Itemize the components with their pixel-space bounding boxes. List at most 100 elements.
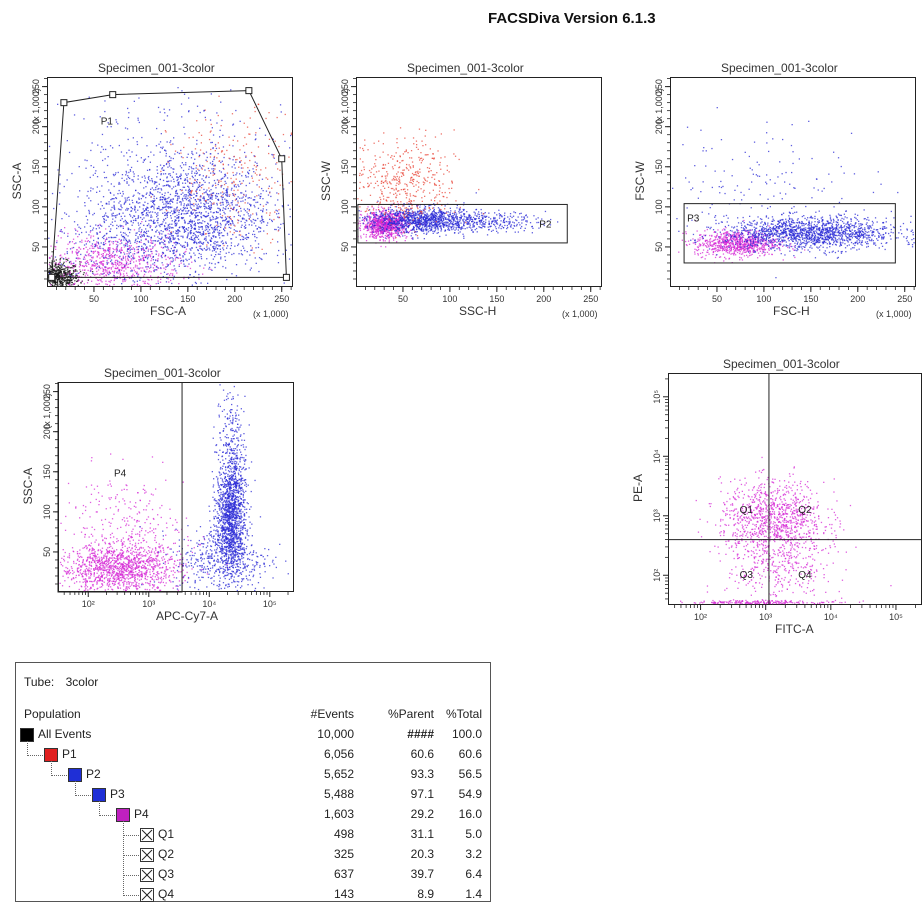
- event-dot: [199, 233, 202, 235]
- event-dot: [221, 184, 223, 187]
- event-dot: [228, 157, 230, 159]
- event-dot: [54, 272, 56, 274]
- event-dot: [165, 208, 167, 211]
- event-dot: [222, 247, 224, 249]
- event-dot: [60, 263, 62, 265]
- event-dot: [164, 255, 166, 258]
- event-dot: [92, 252, 95, 254]
- event-dot: [219, 129, 221, 131]
- event-dot: [398, 219, 400, 221]
- event-dot: [217, 241, 219, 243]
- event-dot: [377, 223, 379, 226]
- event-dot: [176, 151, 179, 154]
- event-dot: [195, 212, 197, 214]
- event-dot: [230, 207, 232, 210]
- event-dot: [241, 182, 243, 184]
- event-dot: [149, 225, 151, 227]
- event-dot: [128, 171, 130, 174]
- event-dot: [131, 151, 133, 153]
- event-dot: [162, 201, 164, 203]
- event-dot: [127, 208, 130, 210]
- event-dot: [165, 214, 167, 216]
- event-dot: [202, 152, 204, 154]
- event-dot: [75, 257, 77, 259]
- event-dot: [156, 240, 159, 242]
- gate-vertex-handle[interactable]: [282, 273, 290, 281]
- event-dot: [178, 242, 180, 245]
- event-dot: [366, 219, 368, 221]
- event-dot: [254, 233, 256, 236]
- event-dot: [233, 185, 236, 188]
- event-dot: [245, 184, 247, 187]
- event-dot: [404, 240, 406, 242]
- event-dot: [149, 267, 151, 269]
- event-dot: [79, 241, 81, 243]
- event-dot: [141, 255, 143, 257]
- event-dot: [374, 228, 377, 230]
- event-dot: [160, 173, 162, 175]
- event-dot: [94, 263, 97, 265]
- gate-vertex-handle[interactable]: [245, 87, 253, 95]
- event-dot: [245, 176, 247, 178]
- event-dot: [263, 230, 265, 232]
- event-dot: [103, 207, 105, 209]
- event-dot: [109, 230, 111, 233]
- event-dot: [235, 174, 237, 176]
- event-dot: [59, 268, 61, 270]
- event-dot: [360, 235, 362, 237]
- event-dot: [143, 243, 145, 245]
- event-dot: [222, 201, 224, 203]
- event-dot: [226, 204, 228, 206]
- event-dot: [210, 211, 212, 213]
- event-dot: [204, 204, 206, 206]
- event-dot: [185, 162, 187, 164]
- event-dot: [365, 217, 367, 219]
- event-dot: [139, 206, 141, 208]
- event-dot: [85, 167, 87, 169]
- event-dot: [158, 205, 160, 208]
- event-dot: [72, 275, 75, 277]
- gate-vertex-handle[interactable]: [109, 91, 117, 99]
- event-dot: [226, 245, 229, 247]
- event-dot: [130, 275, 133, 277]
- gate-vertex-handle[interactable]: [60, 99, 68, 107]
- event-dot: [141, 212, 143, 214]
- event-dot: [377, 215, 379, 217]
- event-dot: [373, 219, 375, 221]
- event-dot: [218, 234, 220, 237]
- event-dot: [390, 222, 392, 224]
- event-dot: [424, 208, 427, 210]
- event-dot: [123, 251, 125, 254]
- event-dot: [192, 176, 194, 179]
- event-dot: [165, 217, 167, 220]
- event-dot: [147, 256, 149, 259]
- event-dot: [177, 87, 179, 89]
- event-dot: [157, 240, 160, 242]
- event-dot: [76, 230, 79, 232]
- event-dot: [81, 239, 83, 241]
- event-dot: [107, 181, 109, 183]
- event-dot: [382, 236, 385, 238]
- event-dot: [91, 264, 93, 266]
- event-dot: [263, 221, 265, 223]
- event-dot: [388, 216, 391, 219]
- event-dot: [146, 169, 149, 171]
- gate-vertex-handle[interactable]: [48, 273, 56, 281]
- event-dot: [127, 263, 130, 265]
- event-dot: [168, 281, 170, 283]
- gate-vertex-handle[interactable]: [278, 155, 286, 163]
- event-dot: [134, 209, 136, 211]
- event-dot: [182, 200, 184, 202]
- event-dot: [86, 251, 88, 253]
- event-dot: [166, 228, 169, 230]
- event-dot: [126, 178, 128, 180]
- event-dot: [140, 232, 142, 234]
- event-dot: [174, 185, 177, 187]
- event-dot: [214, 194, 217, 197]
- event-dot: [70, 276, 72, 278]
- event-dot: [433, 224, 435, 226]
- event-dot: [126, 264, 128, 266]
- event-dot: [191, 152, 193, 154]
- event-dot: [183, 179, 186, 181]
- event-dot: [187, 204, 189, 206]
